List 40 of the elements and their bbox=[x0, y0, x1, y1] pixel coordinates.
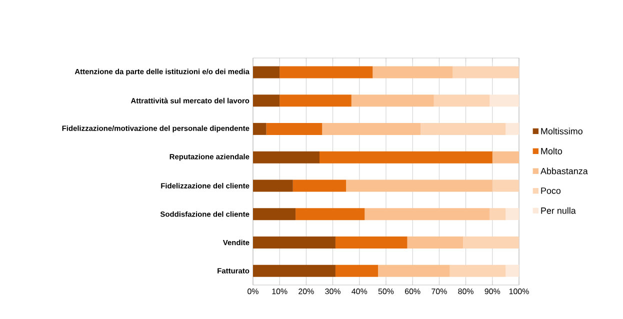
bar bbox=[450, 264, 506, 277]
bar bbox=[364, 208, 490, 220]
bar bbox=[253, 208, 296, 220]
bar bbox=[266, 122, 322, 135]
bar bbox=[506, 208, 520, 220]
legend-label: Molto bbox=[541, 148, 562, 154]
bar bbox=[253, 236, 336, 248]
bar bbox=[434, 94, 490, 107]
bar bbox=[372, 66, 453, 78]
legend-label: Poco bbox=[541, 188, 561, 194]
bar bbox=[346, 180, 492, 192]
legend-label: Per nulla bbox=[541, 207, 576, 214]
bar bbox=[296, 208, 365, 220]
bar bbox=[490, 208, 506, 220]
bar bbox=[506, 264, 520, 277]
bar bbox=[253, 264, 336, 277]
bar bbox=[506, 122, 520, 135]
legend-label: Moltissimo bbox=[541, 128, 582, 134]
bar bbox=[253, 66, 280, 78]
bar bbox=[253, 151, 320, 164]
legend-label: Abbastanza bbox=[540, 168, 588, 174]
bar bbox=[280, 94, 352, 107]
bar bbox=[280, 66, 373, 78]
bar bbox=[351, 94, 434, 107]
bar bbox=[322, 122, 421, 135]
bar bbox=[253, 94, 280, 107]
bar bbox=[420, 122, 506, 135]
bar bbox=[492, 180, 520, 192]
bar bbox=[490, 94, 520, 107]
bar bbox=[378, 264, 450, 277]
bar bbox=[335, 264, 378, 277]
bar bbox=[253, 180, 293, 192]
bar bbox=[253, 122, 266, 135]
bar bbox=[463, 236, 520, 248]
bar bbox=[292, 180, 346, 192]
bar bbox=[320, 151, 492, 164]
bar bbox=[407, 236, 464, 248]
bar bbox=[492, 151, 520, 164]
bar bbox=[452, 66, 520, 78]
bar bbox=[335, 236, 408, 248]
